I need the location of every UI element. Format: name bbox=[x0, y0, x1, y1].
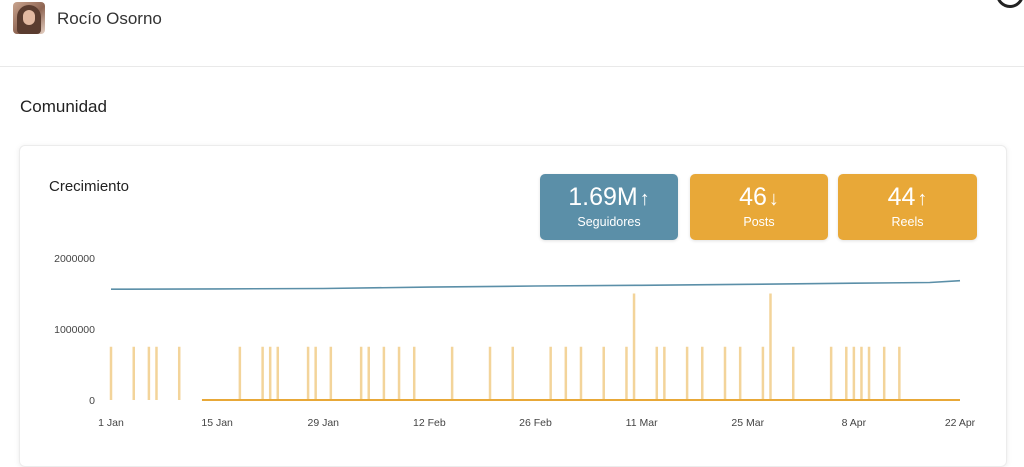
x-tick-label: 11 Mar bbox=[626, 417, 658, 429]
followers-line bbox=[110, 279, 961, 290]
stat-followers-value-row: 1.69M ↑ bbox=[540, 183, 678, 212]
stat-followers-value: 1.69M bbox=[568, 183, 638, 211]
section-title: Comunidad bbox=[20, 97, 107, 116]
x-tick-label: 15 Jan bbox=[201, 417, 233, 429]
card-title: Crecimiento bbox=[49, 178, 130, 195]
x-tick-label: 26 Feb bbox=[519, 417, 552, 429]
arrow-up-icon: ↑ bbox=[917, 188, 928, 210]
stat-reels-value-row: 44 ↑ bbox=[838, 183, 977, 212]
y-tick-label: 2000000 bbox=[54, 253, 95, 265]
avatar-face-shape bbox=[23, 10, 35, 25]
x-tick-label: 29 Jan bbox=[307, 417, 339, 429]
stat-posts-value: 46 bbox=[739, 183, 767, 211]
stat-reels-value: 44 bbox=[887, 183, 916, 211]
x-tick-label: 25 Mar bbox=[731, 417, 764, 429]
username[interactable]: Rocío Osorno bbox=[57, 9, 162, 28]
x-tick-label: 1 Jan bbox=[98, 417, 124, 429]
stat-followers-label: Seguidores bbox=[577, 215, 641, 229]
stat-posts-label: Posts bbox=[743, 215, 775, 229]
x-tick-label: 12 Feb bbox=[413, 417, 446, 429]
stat-reels[interactable]: 44 ↑ Reels bbox=[838, 174, 977, 240]
arrow-up-icon: ↑ bbox=[639, 188, 650, 210]
y-tick-label: 0 bbox=[89, 395, 95, 407]
top-bar: Rocío Osorno bbox=[0, 0, 1024, 67]
arrow-down-icon: ↓ bbox=[768, 188, 779, 210]
x-tick-label: 22 Apr bbox=[945, 417, 976, 429]
growth-chart: 2000000 1000000 01 Jan 15 Jan 29 Jan 12 Feb 26… bbox=[54, 253, 976, 429]
stat-reels-label: Reels bbox=[891, 215, 924, 229]
x-tick-label: 8 Apr bbox=[842, 417, 867, 429]
stat-posts[interactable]: 46 ↓ Posts bbox=[690, 174, 828, 240]
y-tick-label: 1000000 bbox=[54, 324, 95, 336]
stat-posts-value-row: 46 ↓ bbox=[690, 183, 828, 212]
corner-button-icon[interactable] bbox=[996, 0, 1024, 8]
avatar[interactable] bbox=[13, 2, 45, 34]
stat-followers[interactable]: 1.69M ↑ Seguidores bbox=[540, 174, 678, 240]
growth-card: Crecimiento 1.69M ↑ Seguidores 46 ↓ Posts … bbox=[19, 145, 1007, 467]
